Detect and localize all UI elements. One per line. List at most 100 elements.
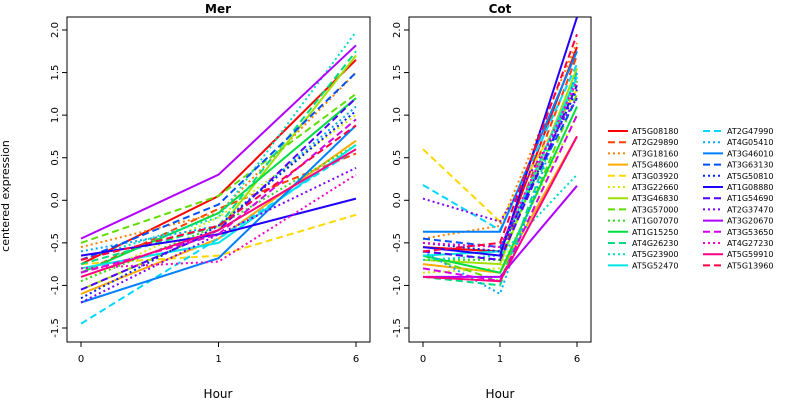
legend-item: AT3G46830	[608, 194, 678, 203]
legend-item: AT5G13960	[703, 261, 773, 270]
series-line-at1g15250	[422, 106, 578, 274]
legend-label: AT1G07070	[632, 217, 678, 226]
legend-item: AT2G37470	[703, 205, 773, 214]
legend-item: AT5G50810	[703, 172, 773, 181]
legend-item: AT5G59910	[703, 250, 773, 259]
legend-label: AT3G46010	[727, 149, 773, 158]
legend-label: AT1G54690	[727, 194, 773, 203]
y-tick-label-cot: 1.0	[392, 107, 403, 123]
legend-item: AT5G48600	[608, 161, 678, 170]
series-group-cot	[422, 17, 578, 296]
legend-item: AT3G18160	[608, 149, 678, 158]
legend-label: AT3G63130	[727, 161, 773, 170]
series-line-at4g26230	[80, 50, 357, 266]
series-line-at1g08880	[422, 17, 578, 257]
series-line-at3g63130	[80, 71, 357, 261]
y-tick-label-mer: -0.5	[50, 233, 61, 253]
x-tick-label-cot: 1	[497, 354, 503, 365]
legend-item: AT2G29890	[608, 138, 678, 147]
legend-label: AT5G50810	[727, 172, 773, 181]
series-line-at5g48600	[80, 139, 357, 295]
legend-label: AT3G46830	[632, 194, 678, 203]
x-tick-label-cot: 0	[420, 354, 426, 365]
series-line-at5g23900	[422, 174, 578, 261]
legend-label: AT3G53650	[727, 228, 773, 237]
series-line-at3g63130	[422, 97, 578, 249]
series-group-mer	[80, 31, 357, 325]
legend-label: AT5G23900	[632, 250, 678, 259]
legend-item: AT1G08880	[703, 183, 773, 192]
legend-label: AT1G08880	[727, 183, 773, 192]
series-line-at3g18160	[80, 71, 357, 249]
x-axis-label-mer: Hour	[204, 387, 233, 400]
series-line-at5g50810	[80, 110, 357, 300]
legend-label: AT3G22660	[632, 183, 678, 192]
panel-mer: Mer Hour -1.5 -1.0 -0.5 0.0 0.5 1.0 1.5 2.0 0 1 6	[50, 2, 371, 401]
legend-item: AT3G57000	[608, 205, 678, 214]
legend-item: AT3G46010	[703, 149, 773, 158]
legend-item: AT3G03920	[608, 172, 678, 181]
x-tick-label-mer: 6	[353, 354, 359, 365]
y-tick-label-mer: 1.0	[50, 107, 61, 123]
series-line-at4g27230	[422, 80, 578, 249]
legend-label: AT4G27230	[727, 239, 773, 248]
series-line-at5g59910	[80, 148, 357, 278]
y-tick-label-mer: -1.5	[50, 318, 61, 338]
legend-label: AT3G57000	[632, 205, 678, 214]
series-line-at3g46010	[80, 124, 357, 304]
y-tick-label-cot: -0.5	[392, 233, 403, 253]
series-line-at5g59910	[422, 135, 578, 283]
legend-item: AT3G20670	[703, 217, 773, 226]
series-line-at1g08880	[80, 197, 357, 257]
series-line-at3g57000	[80, 93, 357, 244]
legend-item: AT4G26230	[608, 239, 678, 248]
y-tick-label-mer: 0.0	[50, 192, 61, 208]
plot-frame-cot	[408, 16, 592, 343]
legend-item: AT5G08180	[608, 127, 678, 136]
legend-item: AT4G05410	[703, 138, 773, 147]
y-tick-label-mer: 2.0	[50, 22, 61, 38]
y-tick-label-cot: 2.0	[392, 22, 403, 38]
legend-label: AT2G29890	[632, 138, 678, 147]
y-tick-label-mer: 1.5	[50, 65, 61, 81]
legend-label: AT5G08180	[632, 127, 678, 136]
y-tick-label-cot: 0.0	[392, 192, 403, 208]
legend-item: AT3G53650	[703, 228, 773, 237]
series-line-at3g20670	[423, 185, 578, 278]
x-axis-label-cot: Hour	[486, 387, 515, 400]
legend-item: AT3G22660	[608, 183, 678, 192]
legend-label: AT5G48600	[632, 161, 678, 170]
legend-label: AT4G05410	[727, 138, 773, 147]
legend: AT5G08180 AT2G29890 AT3G18160 AT5G48600 AT3G…	[599, 119, 800, 281]
y-axis-label: centered expression	[0, 140, 12, 252]
legend-item: AT1G07070	[608, 217, 678, 226]
series-line-at3g22660	[422, 114, 578, 274]
legend-box	[599, 119, 800, 281]
series-line-at4g05410	[80, 105, 357, 253]
panel-title-cot: Cot	[489, 2, 512, 16]
panel-title-mer: Mer	[205, 2, 231, 16]
x-tick-label-mer: 0	[78, 354, 84, 365]
legend-label: AT5G13960	[727, 261, 773, 270]
series-line-at5g50810	[422, 89, 578, 253]
series-line-at2g37470	[422, 97, 578, 223]
series-line-at2g37470	[80, 166, 357, 304]
legend-label: AT1G15250	[632, 228, 678, 237]
legend-item: AT3G63130	[703, 161, 773, 170]
x-tick-label-mer: 1	[215, 354, 221, 365]
series-line-at4g26230	[422, 72, 578, 287]
series-line-at1g15250	[80, 97, 357, 274]
series-line-at4g27230	[80, 173, 357, 270]
y-tick-label-cot: -1.5	[392, 318, 403, 338]
x-tick-label-cot: 6	[574, 354, 580, 365]
panel-cot: Cot Hour -1.5 -1.0 -0.5 0.0 0.5 1.0 1.5 2.0 0 1 6	[392, 2, 592, 401]
series-line-at5g13960	[80, 124, 357, 261]
legend-item: AT4G27230	[703, 239, 773, 248]
legend-item: AT2G47990	[703, 127, 773, 136]
legend-label: AT2G47990	[727, 127, 773, 136]
legend-label: AT4G26230	[632, 239, 678, 248]
series-line-at1g54690	[422, 84, 578, 261]
y-tick-label-cot: 0.5	[392, 150, 403, 166]
legend-label: AT5G52470	[632, 261, 678, 270]
